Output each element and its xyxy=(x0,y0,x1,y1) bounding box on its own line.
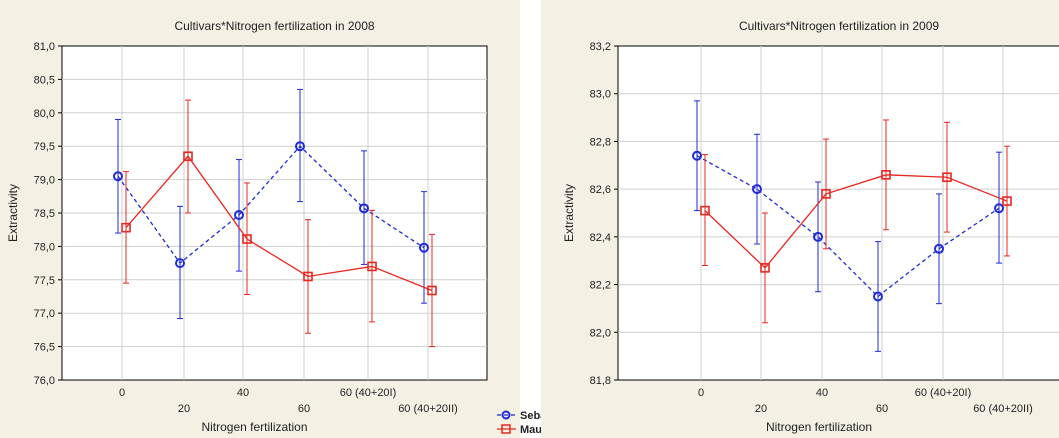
chart-2008: Cultivars*Nitrogen fertilization in 2008… xyxy=(6,19,572,436)
x-axis-label: Nitrogen fertilization xyxy=(766,420,872,434)
data-point-mauritia xyxy=(821,189,831,199)
data-point-mauritia xyxy=(700,205,710,216)
data-point-mauritia xyxy=(1002,196,1012,206)
chart-panel-2009: Cultivars*Nitrogen fertilization in 2009… xyxy=(541,0,1059,438)
data-point-sebastian xyxy=(994,203,1004,214)
y-tick-label: 83,2 xyxy=(590,41,611,53)
series-line-mauritia xyxy=(704,174,1008,269)
legend-marker-mauritia xyxy=(501,424,511,434)
x-tick-label: 20 xyxy=(755,403,767,415)
y-tick-label: 80,5 xyxy=(34,74,55,86)
data-point-mauritia xyxy=(760,263,770,273)
data-point-sebastian xyxy=(359,203,369,214)
y-tick-label: 77,0 xyxy=(34,308,55,320)
x-tick-label: 60 xyxy=(298,403,310,415)
data-point-sebastian xyxy=(934,243,944,254)
x-tick-label: 60 (40+20II) xyxy=(973,403,1033,415)
chart-panel-2008: Cultivars*Nitrogen fertilization in 2008… xyxy=(0,0,572,438)
x-axis-label: Nitrogen fertilization xyxy=(201,420,307,434)
y-tick-label: 79,5 xyxy=(34,141,55,153)
y-axis-label: Extractivity xyxy=(6,184,20,242)
y-tick-label: 76,0 xyxy=(34,375,55,387)
y-axis-label: Extractivity xyxy=(562,184,576,242)
data-point-mauritia xyxy=(427,285,437,296)
data-point-sebastian xyxy=(752,184,762,195)
data-point-sebastian xyxy=(234,210,244,221)
data-point-mauritia xyxy=(303,271,313,282)
y-tick-label: 81,8 xyxy=(590,375,611,387)
y-tick-label: 76,5 xyxy=(34,342,55,354)
data-point-sebastian xyxy=(692,150,702,161)
y-tick-label: 80,0 xyxy=(34,108,55,120)
y-tick-label: 79,0 xyxy=(34,175,55,187)
y-tick-label: 82,2 xyxy=(590,280,611,292)
x-tick-label: 60 xyxy=(876,403,888,415)
y-tick-label: 82,8 xyxy=(590,136,611,148)
y-tick-label: 78,0 xyxy=(34,241,55,253)
data-point-mauritia xyxy=(367,261,377,272)
y-tick-label: 77,5 xyxy=(34,275,55,287)
y-tick-label: 78,5 xyxy=(34,208,55,220)
chart-title: Cultivars*Nitrogen fertilization in 2009 xyxy=(739,19,939,33)
chart-title: Cultivars*Nitrogen fertilization in 2008 xyxy=(174,19,374,33)
plot-area xyxy=(617,45,1059,381)
series-line-mauritia xyxy=(125,155,433,292)
x-tick-label: 60 (40+20I) xyxy=(340,387,397,399)
y-tick-label: 82,4 xyxy=(590,232,611,244)
chart-2009: Cultivars*Nitrogen fertilization in 2009… xyxy=(562,19,1059,434)
x-tick-label: 60 (40+20I) xyxy=(915,387,972,399)
data-point-mauritia xyxy=(242,234,252,244)
data-point-mauritia xyxy=(881,170,891,180)
series-line-sebastian xyxy=(696,155,1000,298)
data-point-sebastian xyxy=(873,291,883,302)
x-tick-label: 60 (40+20II) xyxy=(398,403,458,415)
y-tick-label: 83,0 xyxy=(590,89,611,101)
y-tick-label: 82,0 xyxy=(590,327,611,339)
data-point-sebastian xyxy=(419,242,429,253)
x-tick-label: 20 xyxy=(178,403,190,415)
data-point-sebastian xyxy=(113,171,123,182)
data-point-sebastian xyxy=(175,258,185,269)
x-tick-label: 0 xyxy=(698,387,704,399)
x-tick-label: 40 xyxy=(816,387,828,399)
y-tick-label: 81,0 xyxy=(34,41,55,53)
data-point-mauritia xyxy=(942,172,952,183)
data-point-sebastian xyxy=(813,231,823,242)
data-point-sebastian xyxy=(295,141,305,152)
legend-marker-sebastian xyxy=(501,410,511,420)
x-tick-label: 40 xyxy=(237,387,249,399)
data-point-mauritia xyxy=(183,151,193,162)
y-tick-label: 82,6 xyxy=(590,184,611,196)
x-tick-label: 0 xyxy=(119,387,125,399)
data-point-mauritia xyxy=(121,222,131,233)
